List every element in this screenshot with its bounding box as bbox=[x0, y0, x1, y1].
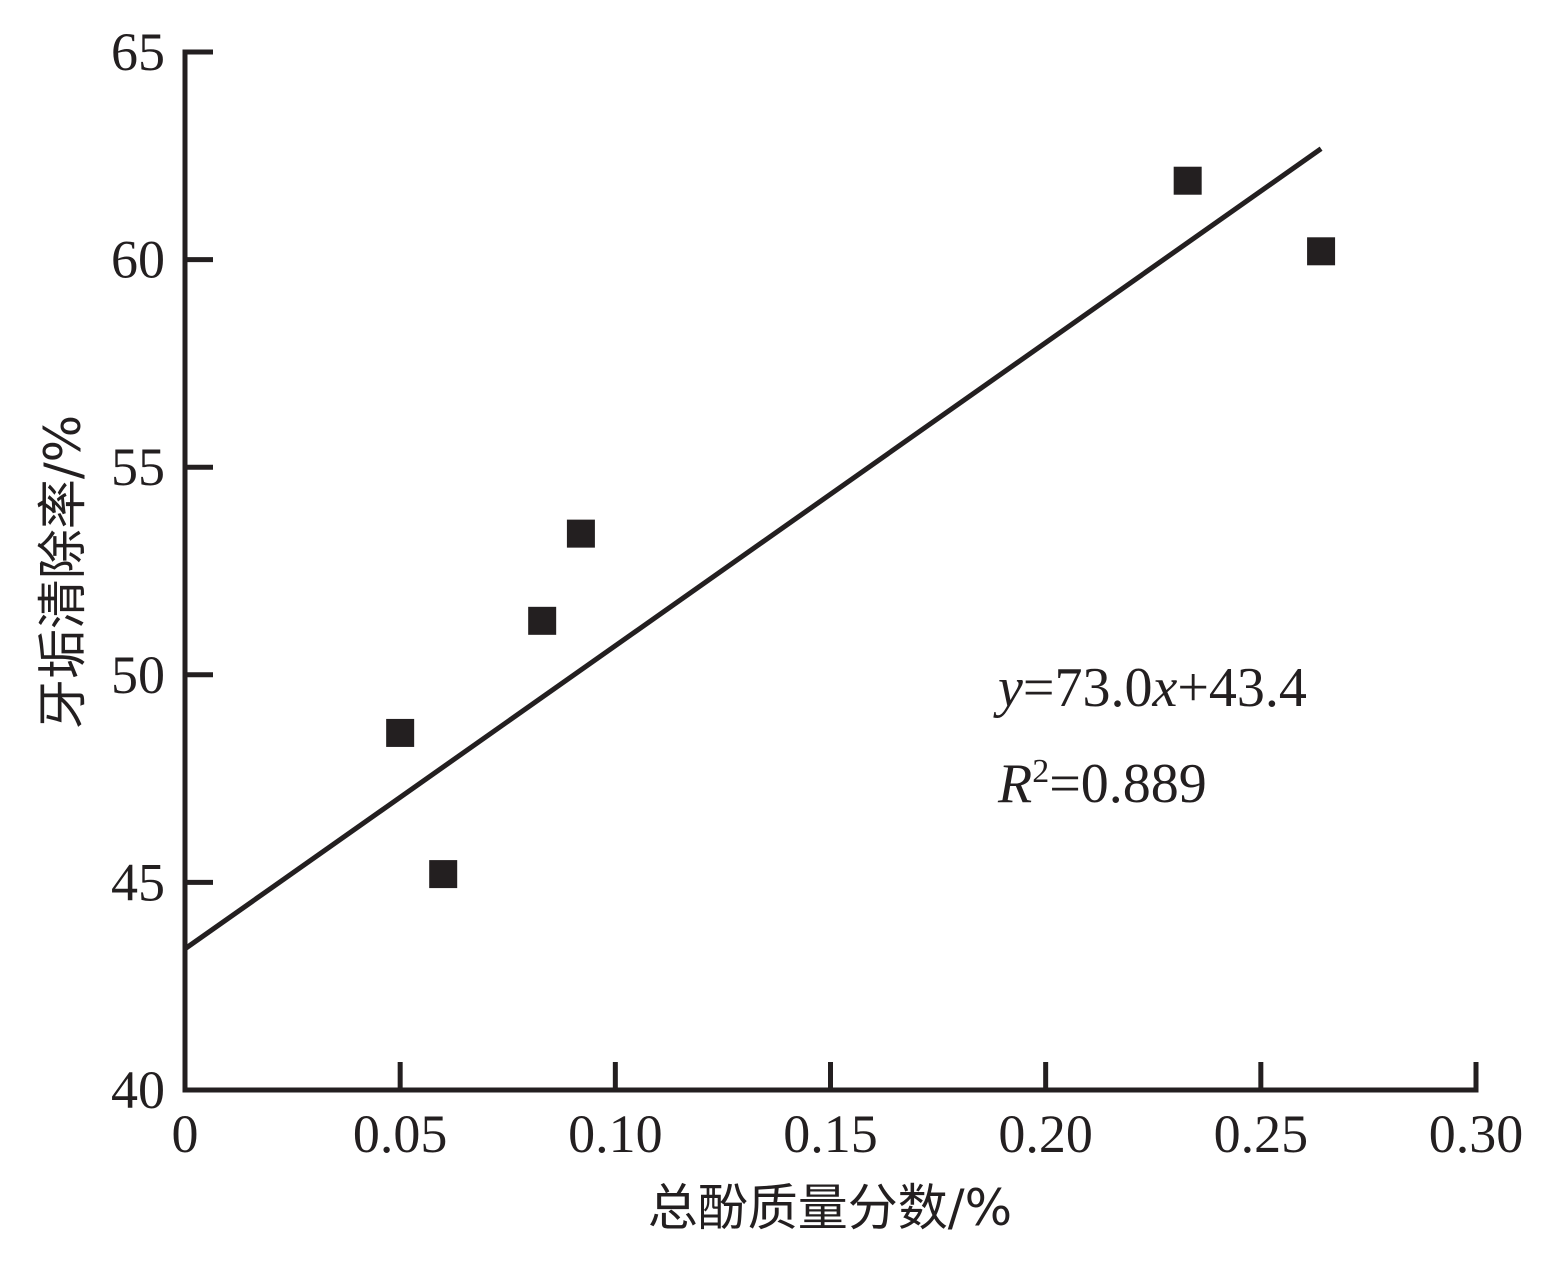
data-point bbox=[1307, 237, 1336, 266]
y-ticks: 40 45 50 55 60 65 bbox=[111, 22, 213, 1120]
x-tick-label: 0.05 bbox=[353, 1104, 448, 1164]
x-tick-label: 0.15 bbox=[783, 1104, 878, 1164]
y-tick-label: 60 bbox=[111, 230, 165, 290]
data-points bbox=[386, 166, 1336, 889]
equation-intercept: +43.4 bbox=[1177, 657, 1307, 719]
equation-x-var: x bbox=[1151, 657, 1177, 719]
x-tick-label: 0.20 bbox=[998, 1104, 1093, 1164]
y-tick-label: 45 bbox=[111, 852, 165, 912]
y-tick-label: 50 bbox=[111, 645, 165, 705]
equation-coefficient: =73.0 bbox=[1023, 657, 1153, 719]
r-squared-var: R bbox=[997, 753, 1032, 815]
equation-y-var: y bbox=[993, 657, 1023, 719]
y-tick-label: 55 bbox=[111, 437, 165, 497]
data-point bbox=[1173, 166, 1202, 195]
data-point bbox=[566, 519, 595, 548]
fit-line bbox=[183, 146, 1323, 951]
data-point bbox=[528, 606, 557, 635]
r-squared-value: =0.889 bbox=[1049, 753, 1207, 815]
x-ticks: 0 0.05 0.10 0.15 0.20 0.25 0.30 bbox=[172, 1062, 1524, 1164]
x-tick-label: 0.10 bbox=[568, 1104, 663, 1164]
r-squared-superscript: 2 bbox=[1032, 753, 1049, 790]
fit-equation: y=73.0x+43.4 bbox=[993, 657, 1307, 719]
x-tick-label: 0 bbox=[172, 1104, 199, 1164]
x-axis-title: 总酚质量分数/% bbox=[648, 1179, 1012, 1237]
y-tick-label: 65 bbox=[111, 22, 165, 82]
x-tick-label: 0.25 bbox=[1214, 1104, 1309, 1164]
r-squared: R2=0.889 bbox=[997, 753, 1207, 815]
x-tick-label: 0.30 bbox=[1429, 1104, 1524, 1164]
y-axis-title: 牙垢清除率/% bbox=[34, 415, 92, 729]
data-point bbox=[429, 860, 458, 889]
y-tick-label: 40 bbox=[111, 1060, 165, 1120]
axes bbox=[182, 49, 1479, 1093]
data-point bbox=[386, 718, 415, 747]
